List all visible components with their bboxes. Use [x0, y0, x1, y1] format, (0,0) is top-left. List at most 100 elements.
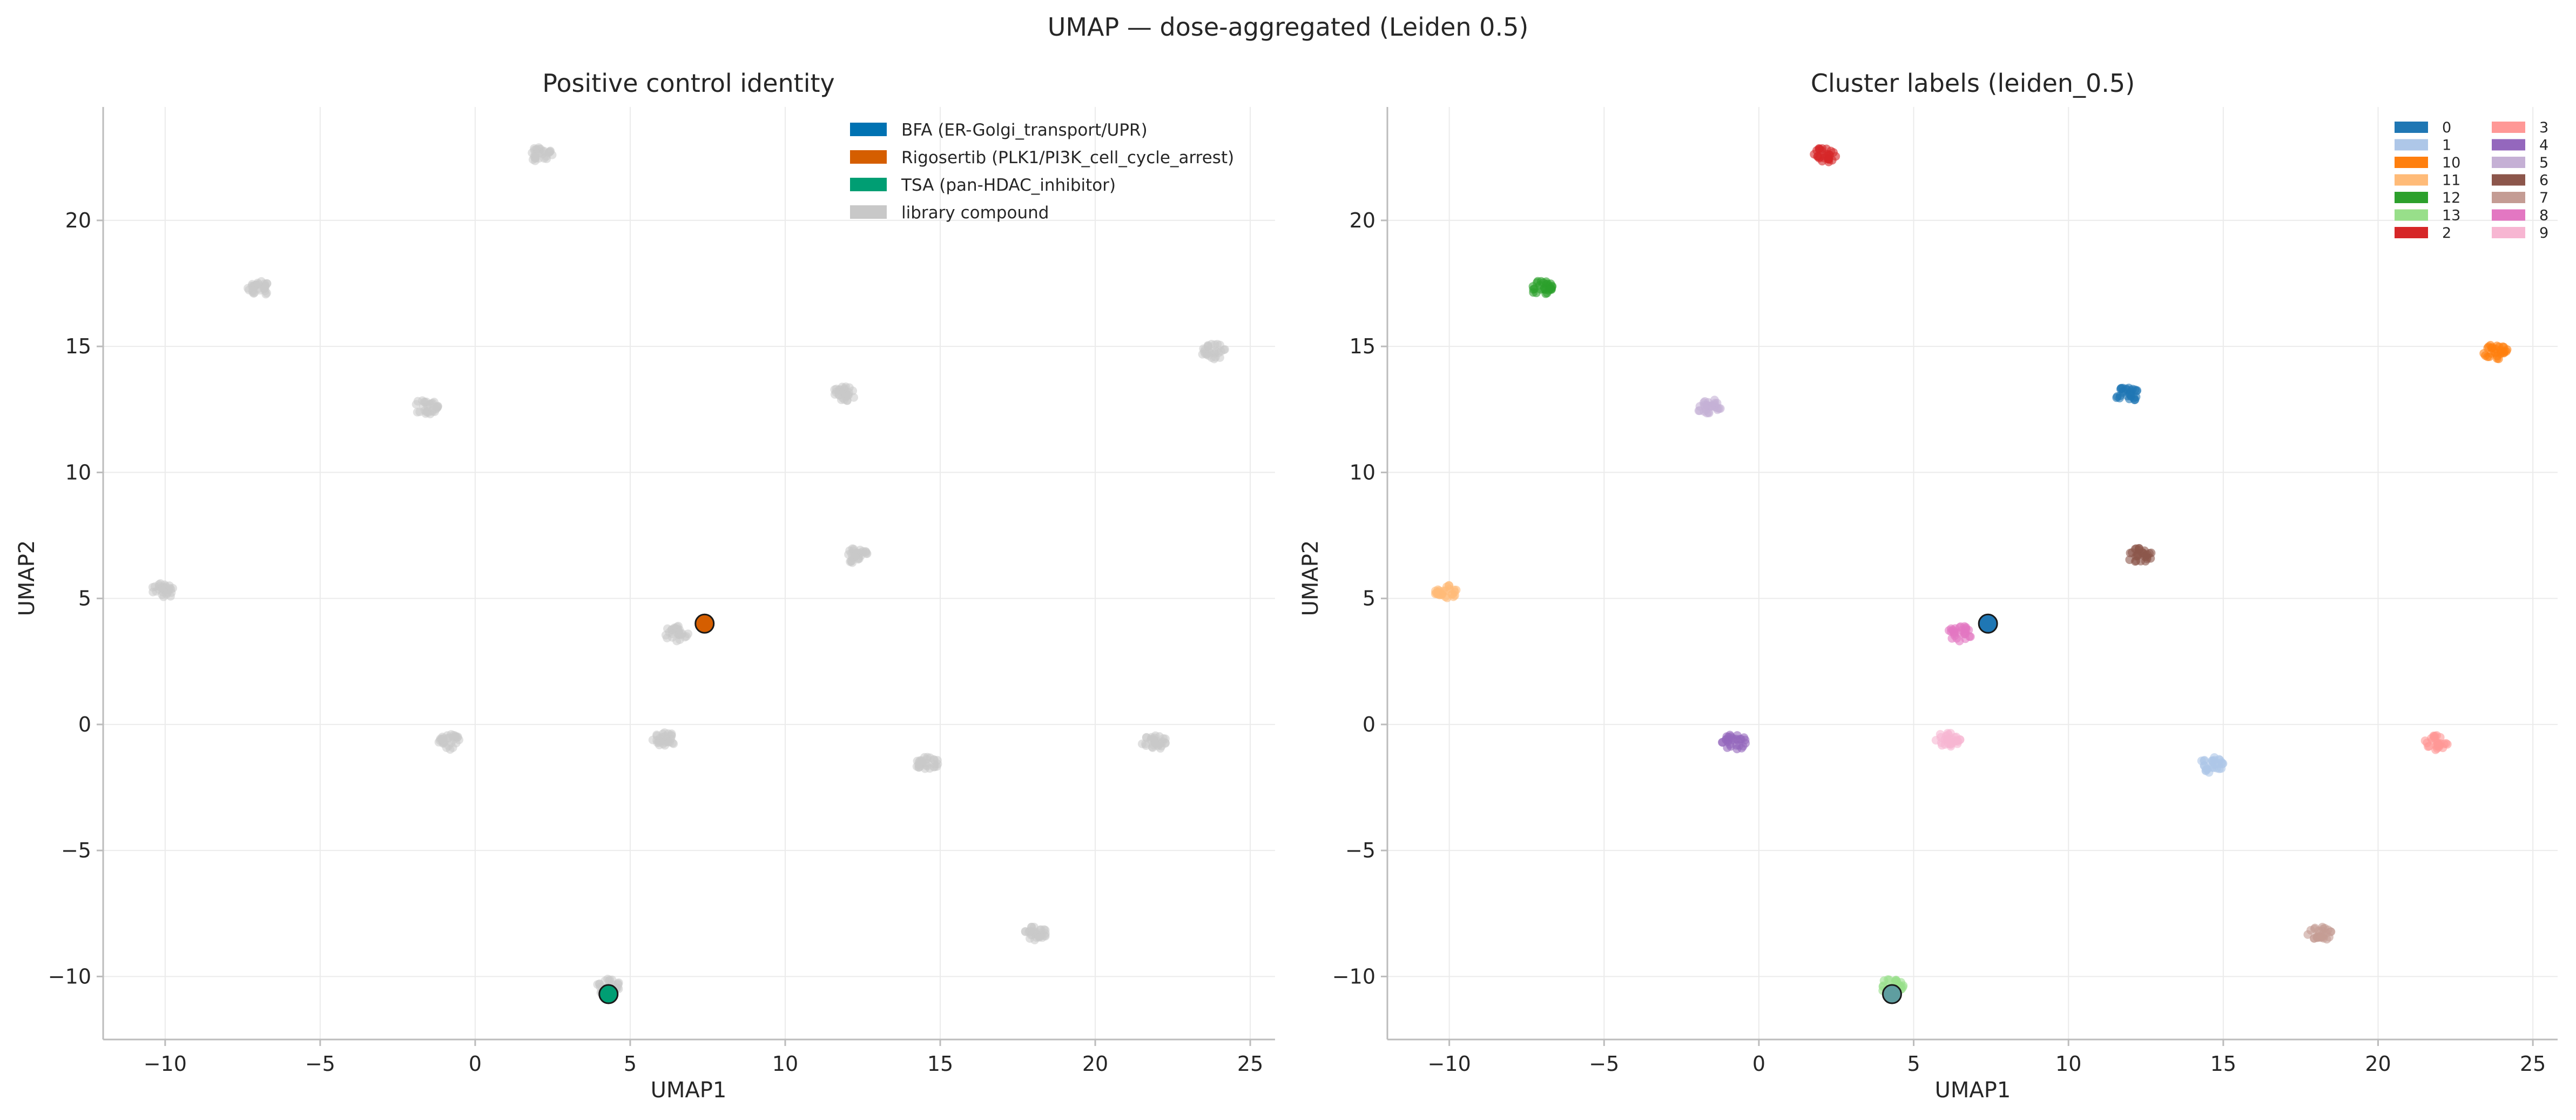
legend-swatch: [2492, 174, 2525, 186]
scatter-point: [2126, 548, 2135, 558]
scatter-point: [162, 590, 171, 599]
scatter-point: [595, 980, 604, 989]
scatter-point: [664, 729, 673, 738]
panel2-title: Cluster labels (leiden_0.5): [1811, 69, 2135, 98]
legend-label: TSA (pan-HDAC_inhibitor): [901, 176, 1116, 195]
y-tick-label: −5: [61, 839, 91, 862]
cluster-point-group: [1694, 395, 1725, 418]
cluster-point-group: [912, 753, 942, 773]
figure-title: UMAP — dose-aggregated (Leiden 0.5): [1048, 12, 1529, 42]
cluster-point-group: [2479, 341, 2512, 364]
cluster-point-group: [148, 579, 178, 601]
cluster-point-group: [243, 277, 272, 299]
cluster-point-group: [1021, 922, 1050, 944]
x-tick-label: −5: [305, 1052, 335, 1076]
scatter-point: [454, 735, 463, 745]
scatter-point: [2112, 393, 2121, 403]
x-tick-label: 10: [2055, 1052, 2081, 1076]
panel1-legend: BFA (ER-Golgi_transport/UPR) Rigosertib (…: [850, 120, 1234, 223]
x-tick-label: 15: [2210, 1052, 2236, 1076]
scatter-point: [1961, 634, 1970, 643]
scatter-point: [1545, 286, 1554, 295]
y-tick-label: −10: [1332, 964, 1375, 988]
scatter-point: [1035, 933, 1044, 942]
legend-label: 0: [2442, 119, 2451, 136]
legend-swatch: [2395, 139, 2428, 151]
legend-swatch: [2395, 122, 2428, 133]
scatter-point: [1529, 285, 1538, 294]
cluster-point-group: [1198, 340, 1230, 364]
scatter-point: [2316, 933, 2325, 942]
scatter-point: [1815, 144, 1824, 153]
scatter-point: [1822, 144, 1831, 153]
scatter-point: [1725, 730, 1735, 740]
x-tick-label: 10: [772, 1052, 798, 1076]
scatter-point: [933, 760, 942, 769]
scatter-point: [840, 395, 849, 404]
scatter-point: [2143, 550, 2152, 559]
scatter-point: [1953, 739, 1962, 748]
x-tick-label: 25: [2520, 1052, 2546, 1076]
legend-label: 7: [2539, 190, 2548, 206]
scatter-point: [847, 557, 856, 566]
scatter-point: [538, 149, 547, 158]
cluster-point-group: [528, 143, 557, 165]
scatter-point: [442, 743, 451, 752]
scatter-point: [1936, 730, 1945, 739]
scatter-point: [437, 735, 446, 744]
x-tick-label: 5: [1907, 1052, 1920, 1076]
scatter-point: [1021, 927, 1030, 936]
legend-swatch: [850, 178, 887, 191]
panel-positive-control: Positive control identity −10 −5 0 5 10 15 20 2…: [15, 69, 1275, 1103]
scatter-point: [1829, 148, 1838, 157]
cluster-point-group: [2197, 753, 2228, 777]
x-tick-label: −10: [144, 1052, 187, 1076]
x-tick-label: 0: [1752, 1052, 1765, 1076]
scatter-point: [1438, 589, 1447, 598]
cluster-point-group: [2303, 922, 2336, 944]
y-tick-label: 15: [65, 334, 91, 358]
y-tick-label: 5: [1363, 587, 1375, 611]
scatter-point: [1442, 582, 1451, 591]
legend-swatch: [2492, 122, 2525, 133]
scatter-point: [1036, 925, 1046, 934]
y-tick-label: 0: [1363, 713, 1375, 736]
panel1-ylabel: UMAP2: [15, 540, 39, 616]
scatter-point: [1707, 401, 1716, 410]
scatter-point: [2125, 555, 2134, 564]
cluster-point-group: [1810, 144, 1840, 166]
cluster-point-group: [1137, 731, 1170, 753]
panel2-grid: [1387, 107, 2558, 1039]
legend-label: 4: [2539, 137, 2548, 154]
scatter-point: [2503, 345, 2512, 354]
legend-label: library compound: [901, 203, 1049, 223]
scatter-point: [433, 401, 442, 411]
scatter-point: [2136, 556, 2145, 566]
y-tick-label: −10: [48, 964, 91, 988]
scatter-point: [1201, 349, 1210, 358]
scatter-point: [531, 150, 540, 159]
x-tick-label: 0: [469, 1052, 482, 1076]
scatter-point: [1141, 740, 1150, 749]
highlight-point: [694, 613, 715, 634]
scatter-point: [2435, 742, 2444, 752]
scatter-point: [1207, 340, 1216, 349]
scatter-point: [2130, 395, 2139, 405]
legend-swatch: [2395, 227, 2428, 238]
legend-swatch: [2492, 139, 2525, 151]
legend-swatch: [2492, 209, 2525, 221]
highlight-point: [598, 984, 619, 1004]
y-tick-label: 0: [78, 713, 91, 736]
highlight-point: [1978, 613, 1998, 634]
cluster-point-group: [661, 621, 693, 646]
panel-cluster-labels: Cluster labels (leiden_0.5) −10 −5 0 5 10 15 2…: [1298, 69, 2558, 1103]
scatter-point: [1147, 733, 1156, 742]
scatter-point: [1813, 152, 1822, 161]
scatter-point: [1961, 625, 1971, 634]
cluster-point-group: [434, 730, 463, 754]
legend-label: BFA (ER-Golgi_transport/UPR): [901, 120, 1148, 140]
panel2-ylabel: UMAP2: [1298, 540, 1323, 616]
y-tick-label: 20: [65, 209, 91, 232]
